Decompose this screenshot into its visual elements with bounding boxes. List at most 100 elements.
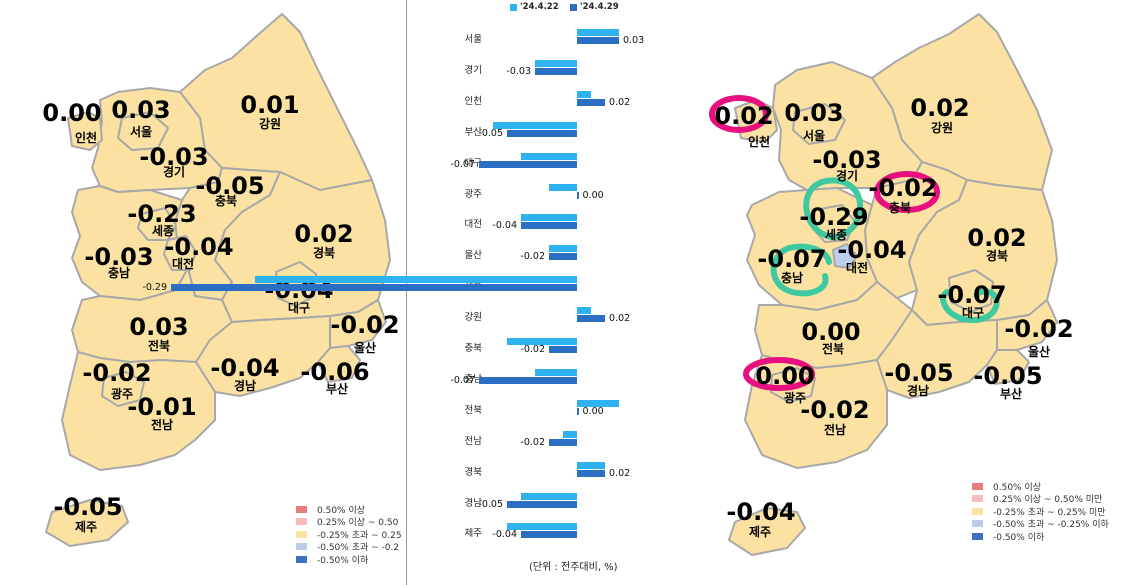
legend-label: -0.50% 초과 ~ -0.2 xyxy=(317,543,400,554)
category-label: 충남 xyxy=(464,373,482,385)
legend-prev-label: '24.4.22 xyxy=(520,2,559,12)
jeonnam-region xyxy=(61,351,216,471)
right-seoul-value: 0.03 xyxy=(784,99,844,127)
right-daejeon-name: 대전 xyxy=(845,261,869,275)
bar-value-label: -0.29 xyxy=(142,282,167,294)
legend-curr-swatch xyxy=(570,3,577,11)
incheon-pink-highlight xyxy=(709,95,769,133)
bar-value-label: 0.00 xyxy=(582,405,604,417)
left-sejong-name: 세종 xyxy=(151,224,175,238)
legend-row: -0.50% 이하 xyxy=(972,530,1109,543)
legend-swatch xyxy=(972,520,983,528)
bar-prev-week xyxy=(521,492,577,500)
left-incheon-value: 0.00 xyxy=(42,99,102,127)
legend-row: 0.50% 이상 xyxy=(972,480,1109,493)
legend-swatch xyxy=(972,532,983,540)
sejong-green-highlight xyxy=(803,177,864,240)
chungbuk-pink-highlight xyxy=(874,171,940,213)
legend-curr-week: '24.4.29 xyxy=(570,2,619,12)
bar-prev-week xyxy=(521,214,577,222)
bar-prev-week xyxy=(535,59,577,67)
bar-curr-week xyxy=(577,407,579,415)
bar-prev-week xyxy=(577,307,591,315)
right-gyeonggi-value: -0.03 xyxy=(812,146,882,174)
bar-prev-week xyxy=(563,430,577,438)
left-jeonbuk-name: 전북 xyxy=(147,339,171,353)
category-label: 대구 xyxy=(464,157,482,169)
left-chungnam-value: -0.03 xyxy=(84,243,154,271)
gwangju-pink-highlight xyxy=(743,357,815,391)
legend-row: -0.50% 이하 xyxy=(296,553,402,566)
right-legend: 0.50% 이상 0.25% 이상 ~ 0.50% 미만 -0.25% 초과 ~… xyxy=(972,480,1109,543)
daegu-region xyxy=(948,269,994,313)
bar-value-label: 0.02 xyxy=(609,96,631,108)
seoul-region xyxy=(117,111,169,151)
bar-value-label: -0.04 xyxy=(492,529,517,541)
left-incheon-name: 인천 xyxy=(74,131,98,145)
legend-swatch xyxy=(296,518,307,526)
bar-prev-week xyxy=(549,245,577,253)
bar-value-label: 0.00 xyxy=(582,189,604,201)
bar-prev-week xyxy=(577,461,605,469)
left-jeonbuk-value: 0.03 xyxy=(129,313,189,341)
left-seoul-name: 서울 xyxy=(129,125,153,139)
left-busan-value: -0.06 xyxy=(300,358,370,386)
right-jeonbuk-value: 0.00 xyxy=(801,318,861,346)
bar-prev-week xyxy=(521,152,577,160)
right-incheon-name: 인천 xyxy=(747,135,771,149)
bar-curr-week xyxy=(549,346,577,353)
daegu-region xyxy=(275,261,317,307)
category-label: 울산 xyxy=(464,250,482,262)
bar-value-label: -0.02 xyxy=(520,251,545,263)
category-label: 부산 xyxy=(464,126,482,138)
legend-label: 0.50% 이상 xyxy=(993,482,1042,493)
category-label: 충북 xyxy=(464,343,482,354)
right-gwangju-name: 광주 xyxy=(783,391,807,405)
legend-label: -0.50% 이하 xyxy=(317,555,369,566)
legend-label: -0.50% 초과 ~ -0.25% 이하 xyxy=(993,520,1109,531)
highlight-marks xyxy=(709,95,1000,391)
busan-region xyxy=(986,349,1030,385)
chungnam-green-highlight xyxy=(770,243,832,297)
bar-chart-panel: '24.4.22 '24.4.29 서울 0.03 경기 -0.03 인천 0.02 부산 -… xyxy=(142,0,697,585)
left-busan-name: 부산 xyxy=(325,382,349,396)
busan-region xyxy=(317,345,361,383)
left-gyeongbuk-value: 0.02 xyxy=(294,220,354,248)
right-daegu-value: -0.07 xyxy=(937,281,1007,309)
bar-curr-week xyxy=(577,469,605,477)
category-label: 강원 xyxy=(464,312,482,324)
right-korea-map xyxy=(709,13,1058,556)
bar-prev-week xyxy=(549,183,577,191)
category-label: 제주 xyxy=(464,528,482,540)
legend-swatch xyxy=(296,530,307,538)
legend-label: -0.25% 초과 ~ 0.25% 미만 xyxy=(993,507,1106,518)
right-jeonnam-name: 전남 xyxy=(823,423,847,437)
bar-curr-week xyxy=(171,284,577,292)
left-map-panel: 0.00 인천 0.03 서울 0.01 강원 -0.03 경기 -0.05 충… xyxy=(0,0,406,585)
legend-swatch xyxy=(972,495,983,503)
bar-value-label: 0.02 xyxy=(609,467,631,479)
panel-divider xyxy=(406,0,407,585)
category-label: 경남 xyxy=(464,497,482,509)
legend-row: -0.50% 초과 ~ -0.25% 이하 xyxy=(972,518,1109,531)
legend-curr-label: '24.4.29 xyxy=(580,2,619,12)
right-chungnam-value: -0.07 xyxy=(757,245,827,273)
right-ulsan-name: 울산 xyxy=(1027,345,1051,359)
bar-curr-week xyxy=(549,438,577,446)
legend-swatch xyxy=(972,482,983,490)
right-map-panel: 0.02 인천 0.03 서울 0.02 강원 -0.03 경기 -0.02 충… xyxy=(697,0,1136,585)
right-seoul-name: 서울 xyxy=(802,129,826,143)
left-seoul-value: 0.03 xyxy=(111,96,171,124)
left-jeonnam-name: 전남 xyxy=(150,418,174,432)
seoul-region xyxy=(792,103,846,145)
left-gyeongbuk-name: 경북 xyxy=(312,246,336,260)
daejeon-region xyxy=(832,243,858,269)
category-label: 광주 xyxy=(464,188,482,200)
left-ulsan-value: -0.02 xyxy=(330,311,400,339)
legend-row: -0.50% 초과 ~ -0.2 xyxy=(296,541,402,554)
bar-curr-week xyxy=(549,253,577,261)
legend-row: 0.50% 이상 xyxy=(296,503,402,516)
left-gyeongnam-value: -0.04 xyxy=(210,354,280,382)
right-gyeongbuk-value: 0.02 xyxy=(967,224,1027,252)
right-ulsan-value: -0.02 xyxy=(1004,315,1074,343)
